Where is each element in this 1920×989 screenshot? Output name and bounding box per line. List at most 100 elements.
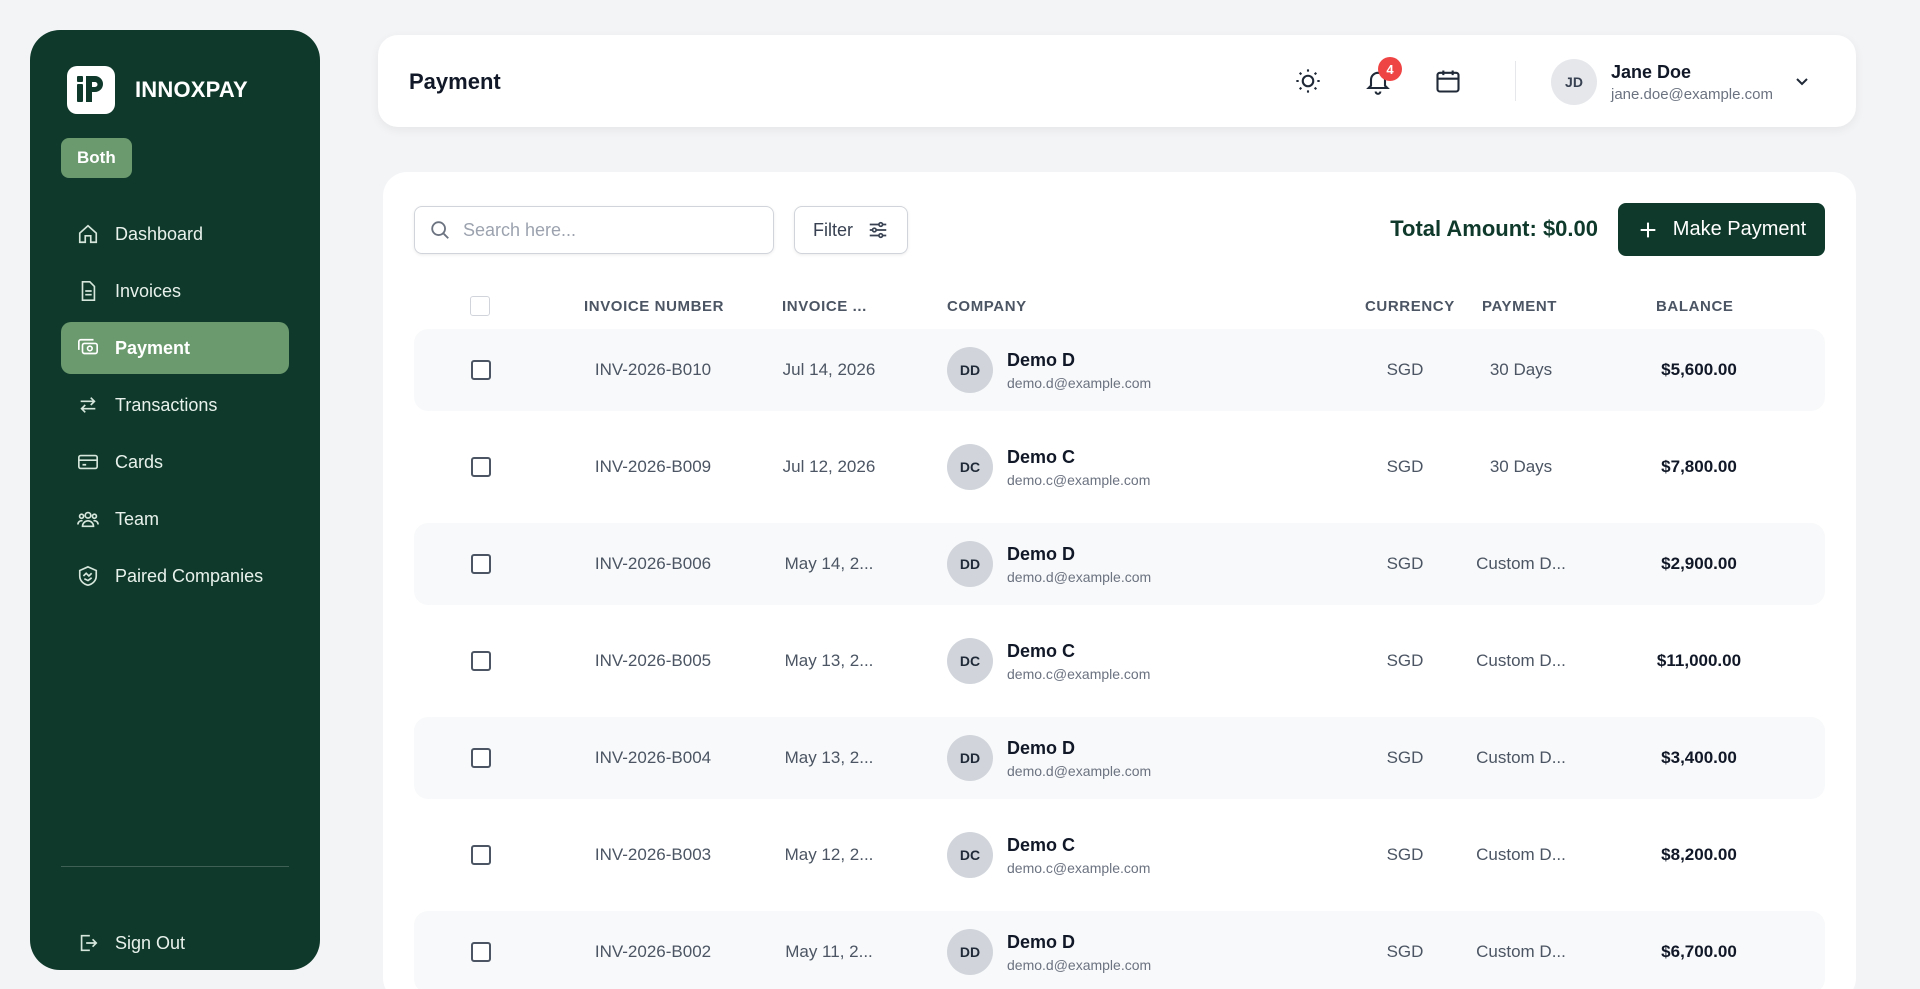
chevron-down-icon [1796, 78, 1808, 86]
company-email: demo.c@example.com [1007, 665, 1151, 682]
table-row[interactable]: INV-2026-B004 May 13, 2... DD Demo D dem… [414, 717, 1825, 799]
handshake-shield-icon [78, 565, 98, 587]
sun-icon [1296, 69, 1320, 93]
balance: $11,000.00 [1656, 651, 1742, 670]
currency: SGD [1386, 360, 1424, 379]
user-avatar[interactable]: JD [1551, 59, 1597, 105]
currency: SGD [1386, 845, 1424, 864]
col-invoice-date[interactable]: INVOICE ... [782, 297, 867, 315]
user-name: Jane Doe [1611, 62, 1692, 82]
users-icon [77, 511, 99, 528]
search-input[interactable] [463, 219, 753, 241]
balance: $2,900.00 [1661, 554, 1737, 573]
payment-terms: Custom D... [1476, 554, 1566, 573]
table-row[interactable]: INV-2026-B002 May 11, 2... DD Demo D dem… [414, 911, 1825, 989]
sidebar-item-label: Team [115, 508, 160, 529]
col-payment[interactable]: PAYMENT [1482, 297, 1558, 315]
invoice-date: May 12, 2... [784, 845, 874, 864]
sliders-icon [869, 221, 887, 239]
row-checkbox[interactable] [471, 360, 491, 380]
company-name: Demo C [1007, 834, 1076, 855]
sidebar-item-label: Transactions [115, 394, 218, 415]
sidebar-item-dashboard[interactable]: Dashboard [61, 208, 289, 260]
brand[interactable]: INNOXPAY [67, 66, 248, 114]
table-row[interactable]: INV-2026-B006 May 14, 2... DD Demo D dem… [414, 523, 1825, 605]
sidebar-item-label: Dashboard [115, 223, 204, 244]
company-avatar: DD [947, 541, 993, 587]
company-info: Demo C demo.c@example.com [1007, 641, 1150, 682]
company-info: Demo D demo.d@example.com [1007, 544, 1151, 585]
row-checkbox[interactable] [471, 845, 491, 865]
table-row[interactable]: INV-2026-B010 Jul 14, 2026 DD Demo D dem… [414, 329, 1825, 411]
currency: SGD [1386, 651, 1424, 670]
sidebar-item-transactions[interactable]: Transactions [61, 379, 289, 431]
col-currency[interactable]: CURRENCY [1365, 297, 1455, 315]
make-payment-label: Make Payment [1672, 218, 1807, 240]
invoice-date: May 11, 2... [785, 942, 873, 961]
row-checkbox-cell [471, 814, 491, 896]
page-title: Payment [409, 69, 501, 94]
sidebar-item-invoices[interactable]: Invoices [61, 265, 289, 317]
table-row[interactable]: INV-2026-B009 Jul 12, 2026 DC Demo C dem… [414, 426, 1825, 508]
balance: $3,400.00 [1661, 748, 1737, 767]
company-cell: DD Demo D demo.d@example.com [947, 911, 1151, 989]
sidebar-item-cards[interactable]: Cards [61, 436, 289, 488]
company-name: Demo D [1007, 737, 1076, 758]
payment-terms: Custom D... [1476, 942, 1566, 961]
company-avatar: DC [947, 638, 993, 684]
company-info: Demo D demo.d@example.com [1007, 932, 1151, 973]
notifications-button[interactable]: 4 [1360, 57, 1402, 99]
balance: $7,800.00 [1661, 457, 1737, 476]
sign-out-button[interactable]: Sign Out [61, 917, 289, 969]
home-icon [78, 224, 98, 244]
table-body: INV-2026-B010 Jul 14, 2026 DD Demo D dem… [414, 329, 1825, 989]
mode-badge[interactable]: Both [61, 138, 132, 178]
invoice-number: INV-2026-B003 [594, 845, 712, 864]
calendar-icon [1436, 70, 1460, 93]
user-menu-toggle[interactable] [1790, 69, 1814, 93]
payment-terms: 30 Days [1489, 457, 1553, 476]
row-checkbox[interactable] [471, 748, 491, 768]
plus-icon [1640, 222, 1656, 237]
company-email: demo.d@example.com [1007, 956, 1152, 973]
sidebar-item-payment[interactable]: Payment [61, 322, 289, 374]
theme-toggle-button[interactable] [1290, 63, 1326, 99]
sidebar-item-label: Invoices [115, 280, 182, 301]
col-invoice-number[interactable]: INVOICE NUMBER [584, 297, 725, 315]
company-name: Demo D [1007, 349, 1076, 370]
sign-out-label: Sign Out [115, 932, 186, 953]
filter-button[interactable]: Filter [794, 206, 908, 254]
company-avatar: DD [947, 735, 993, 781]
calendar-button[interactable] [1430, 63, 1466, 99]
invoice-number: INV-2026-B010 [594, 360, 712, 379]
sidebar-item-team[interactable]: Team [61, 493, 289, 545]
currency: SGD [1386, 457, 1424, 476]
sidebar-item-label: Paired Companies [115, 565, 264, 586]
currency: SGD [1386, 748, 1424, 767]
search-box[interactable] [414, 206, 774, 254]
row-checkbox[interactable] [471, 554, 491, 574]
sidebar-item-label: Cards [115, 451, 164, 472]
col-balance[interactable]: BALANCE [1656, 297, 1734, 315]
company-email: demo.d@example.com [1007, 568, 1152, 585]
make-payment-button[interactable]: Make Payment [1618, 203, 1825, 256]
row-checkbox[interactable] [471, 457, 491, 477]
payment-terms: Custom D... [1476, 651, 1566, 670]
row-checkbox[interactable] [471, 942, 491, 962]
invoice-number: INV-2026-B006 [594, 554, 712, 573]
company-cell: DC Demo C demo.c@example.com [947, 814, 1150, 896]
sign-out-icon [80, 934, 98, 952]
invoice-number: INV-2026-B009 [594, 457, 712, 476]
company-email: demo.d@example.com [1007, 374, 1152, 391]
select-all-checkbox[interactable] [470, 296, 490, 316]
card-icon [78, 454, 98, 470]
col-company[interactable]: COMPANY [947, 297, 1027, 315]
company-avatar: DC [947, 832, 993, 878]
row-checkbox[interactable] [471, 651, 491, 671]
company-avatar: DD [947, 347, 993, 393]
sidebar-item-paired-companies[interactable]: Paired Companies [61, 550, 289, 602]
company-info: Demo C demo.c@example.com [1007, 835, 1150, 876]
table-row[interactable]: INV-2026-B003 May 12, 2... DC Demo C dem… [414, 814, 1825, 896]
table-row[interactable]: INV-2026-B005 May 13, 2... DC Demo C dem… [414, 620, 1825, 702]
company-cell: DC Demo C demo.c@example.com [947, 426, 1150, 508]
